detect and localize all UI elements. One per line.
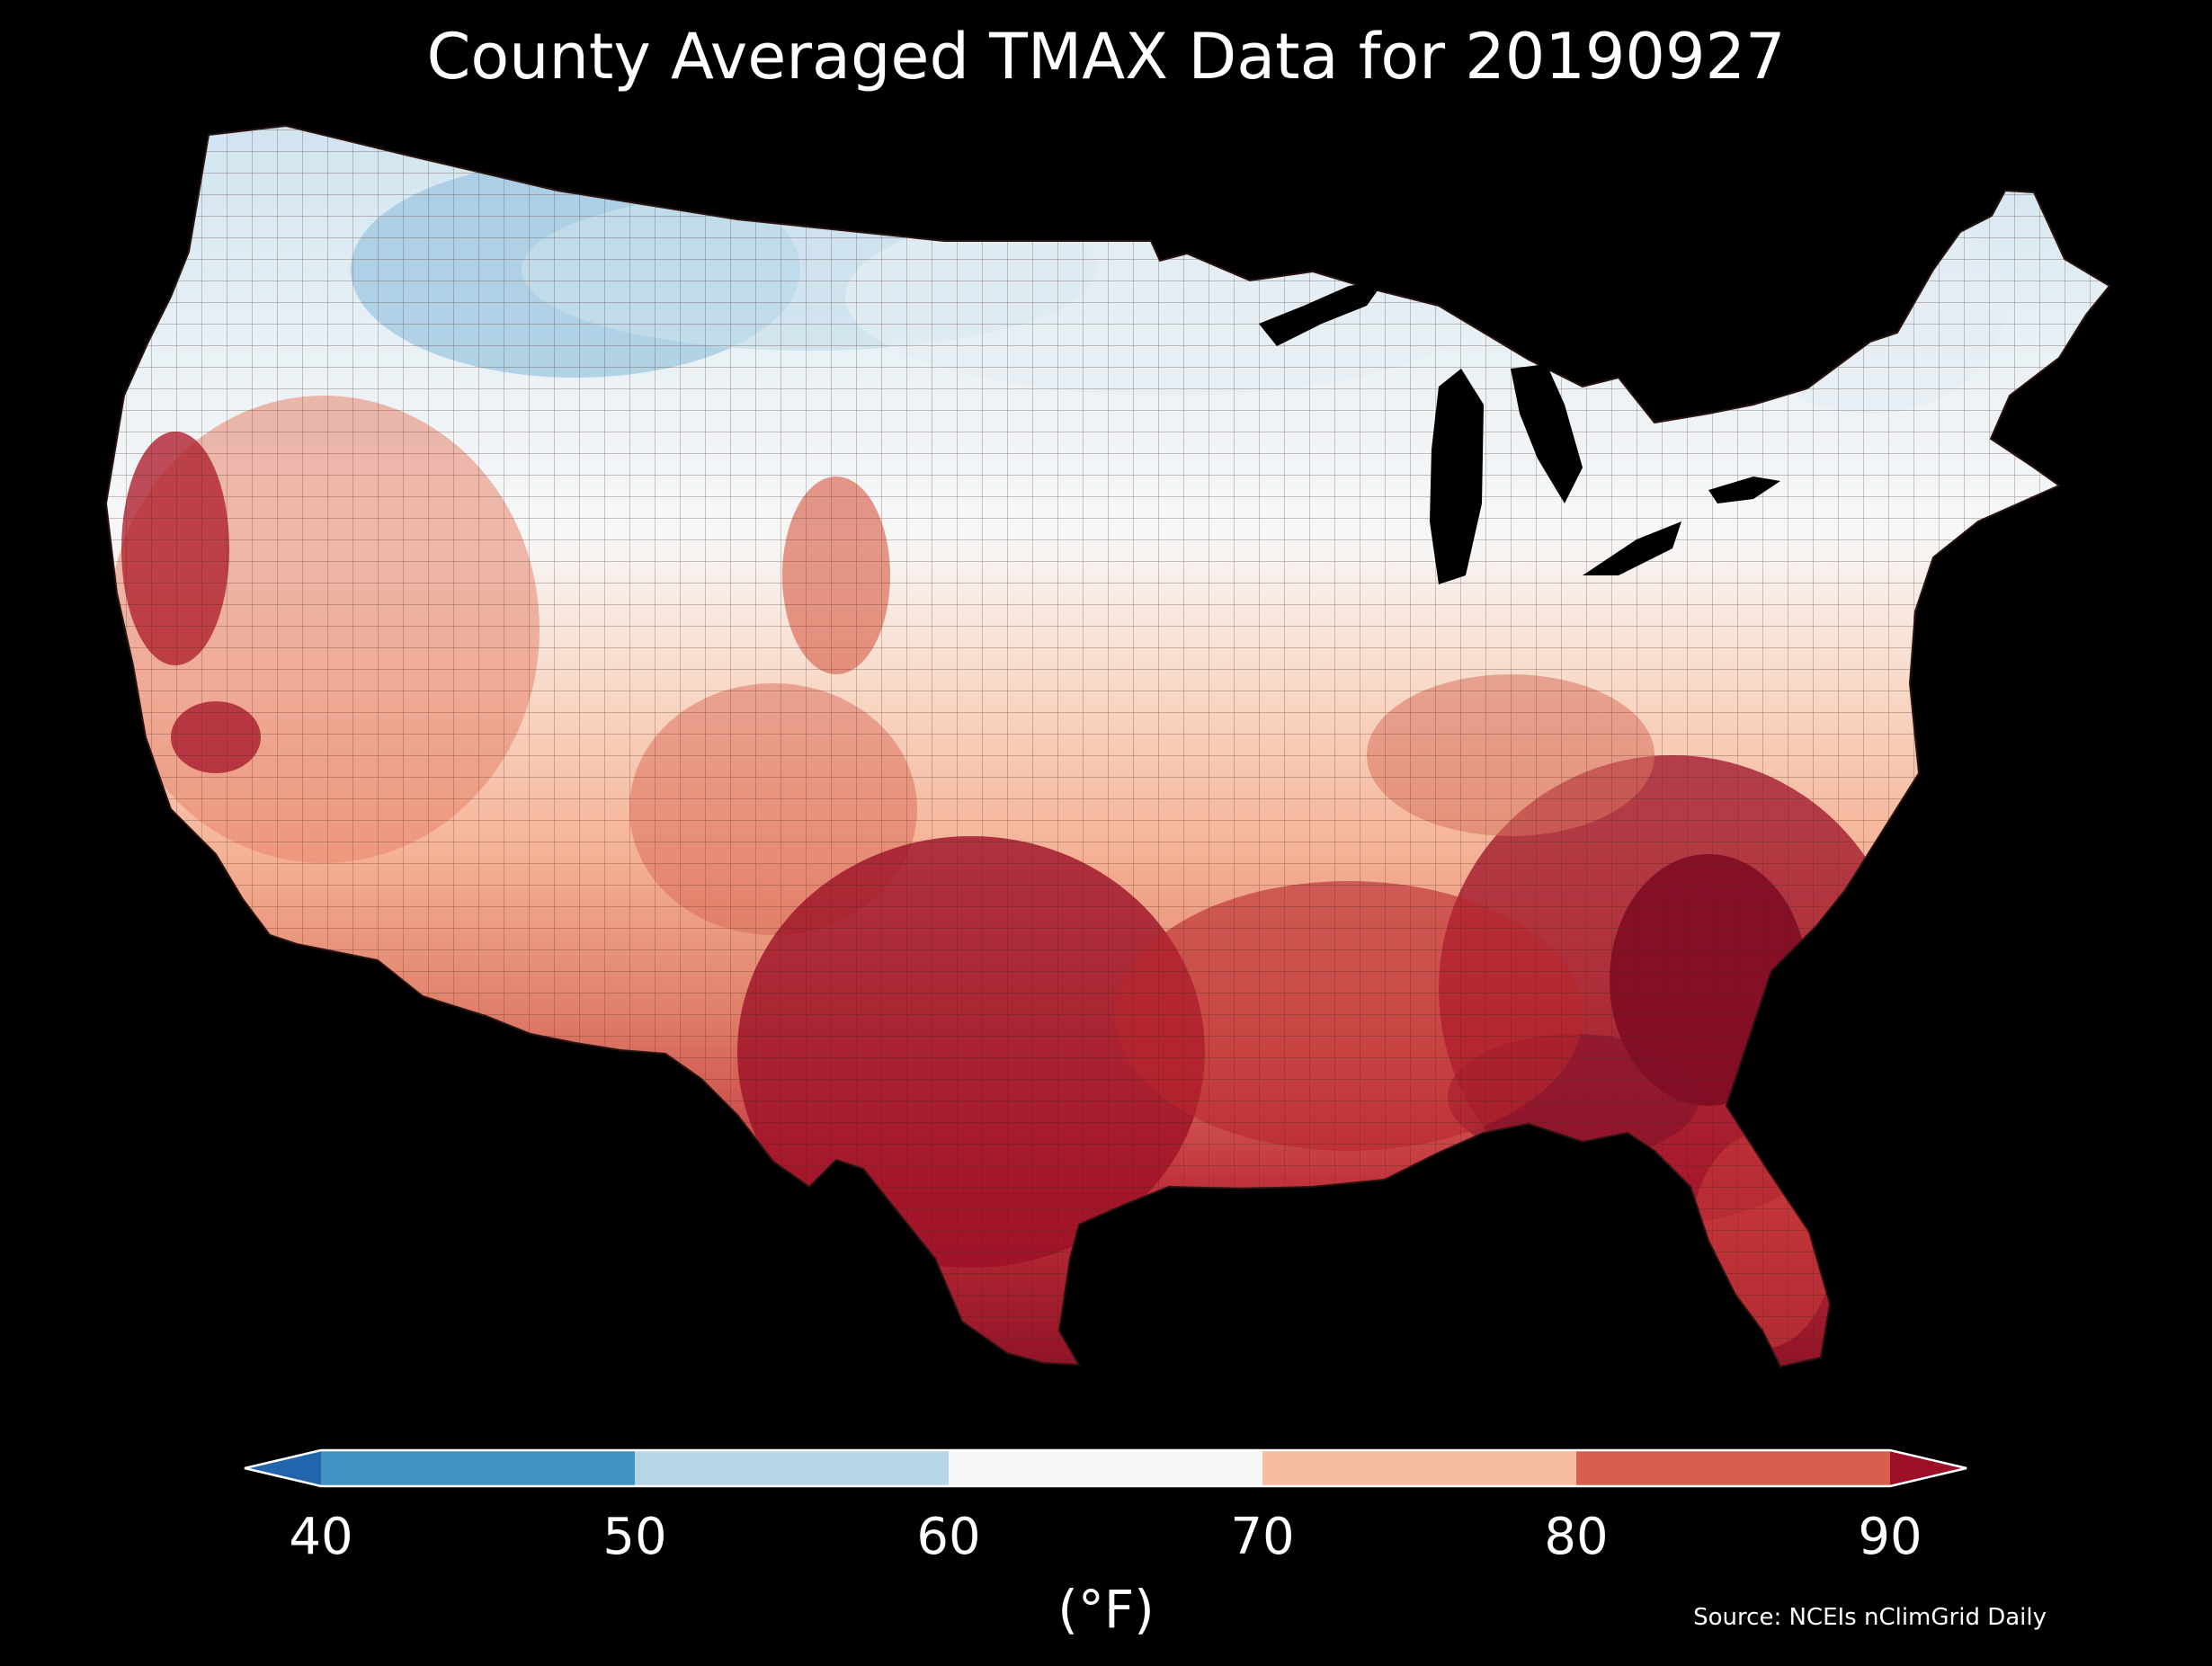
colorbar-bins <box>245 1450 1967 1486</box>
colorbar-tick: 80 <box>1544 1508 1609 1566</box>
colorbar-bin <box>635 1450 950 1486</box>
colorbar-tick: 60 <box>916 1508 981 1566</box>
colorbar-outline <box>244 1448 1967 1488</box>
colorbar-extend-high <box>1890 1450 1967 1486</box>
us-outline <box>104 124 2111 1368</box>
colorbar-tick: 70 <box>1230 1508 1295 1566</box>
colorbar-unit-label: (°F) <box>1057 1579 1155 1640</box>
lake-erie <box>1583 521 1681 575</box>
source-credit: Source: NCEIs nClimGrid Daily <box>1693 1604 2047 1631</box>
colorbar-bin <box>1262 1450 1577 1486</box>
lake-ontario <box>1708 477 1780 503</box>
lake-superior <box>1259 281 1385 346</box>
great-lakes <box>1259 281 1780 584</box>
colorbar-bin <box>321 1450 636 1486</box>
colorbar-bin <box>1576 1450 1891 1486</box>
colorbar-tick: 90 <box>1858 1508 1922 1566</box>
colorbar-tick: 40 <box>289 1508 353 1566</box>
lake-michigan <box>1430 369 1484 584</box>
lake-huron <box>1511 364 1583 503</box>
colorbar-tick: 50 <box>602 1508 667 1566</box>
map-title: County Averaged TMAX Data for 20190927 <box>426 20 1786 94</box>
colorbar-extend-low <box>245 1450 321 1486</box>
colorbar-bin <box>949 1450 1263 1486</box>
